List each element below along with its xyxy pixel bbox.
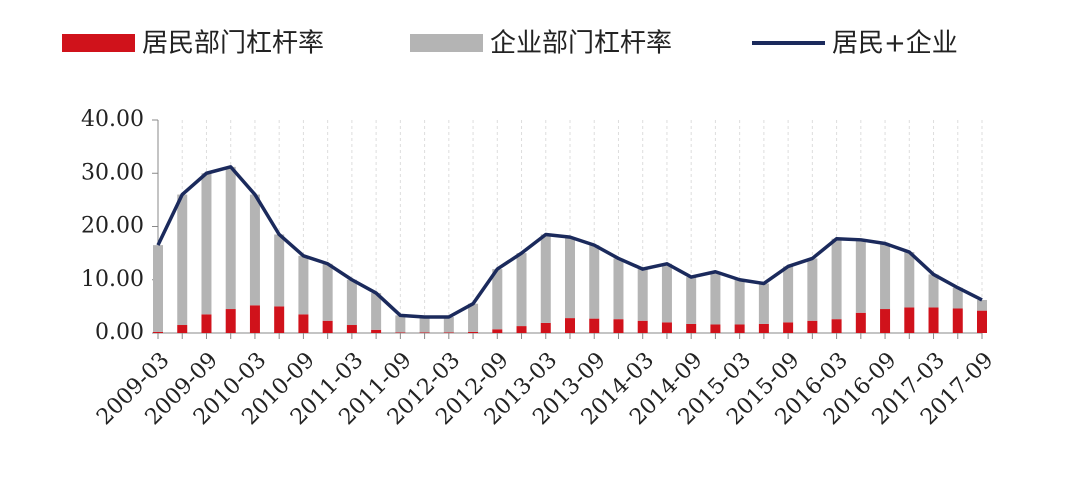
bar — [395, 332, 406, 333]
bar — [274, 306, 285, 333]
bar — [225, 166, 236, 310]
y-tick-label: 20.00 — [81, 214, 144, 239]
bar — [637, 269, 648, 321]
bar — [177, 325, 188, 333]
bar — [710, 271, 721, 325]
bar — [807, 320, 818, 333]
bar — [249, 194, 260, 306]
y-tick-label: 0.00 — [95, 320, 144, 345]
legend-label: 居民+企业 — [832, 29, 958, 59]
legend-label: 居民部门杠杆率 — [142, 29, 324, 59]
bar — [710, 324, 721, 333]
bar — [589, 318, 600, 333]
bar — [322, 320, 333, 333]
bar — [419, 332, 430, 333]
bar — [880, 243, 891, 310]
bar — [249, 305, 260, 333]
y-tick-label: 40.00 — [81, 107, 144, 132]
bar — [880, 309, 891, 333]
bar — [807, 258, 818, 321]
bar — [613, 319, 624, 333]
bar — [783, 322, 794, 333]
bar — [565, 237, 575, 319]
bar — [661, 263, 672, 323]
bar — [734, 279, 745, 325]
y-tick-label: 30.00 — [81, 160, 144, 185]
bar — [153, 245, 163, 332]
bar — [322, 263, 333, 321]
legend-swatch — [410, 34, 483, 52]
bar — [661, 322, 672, 333]
bar — [637, 320, 648, 333]
bar — [371, 293, 382, 330]
bar — [443, 332, 454, 333]
bar — [177, 194, 188, 326]
legend-swatch — [62, 34, 135, 52]
bar — [783, 266, 794, 323]
bar — [346, 325, 357, 333]
bar — [613, 258, 624, 320]
bar — [831, 319, 842, 333]
bar — [904, 252, 915, 308]
bar — [346, 279, 357, 326]
bar — [516, 326, 527, 333]
bar — [977, 310, 987, 333]
bar — [153, 331, 163, 333]
bar — [734, 324, 745, 333]
bar — [516, 253, 527, 327]
bar — [855, 312, 866, 333]
bar — [977, 299, 987, 311]
bar — [952, 287, 963, 309]
y-tick-label: 10.00 — [81, 267, 144, 292]
bar — [492, 269, 503, 330]
bar — [686, 323, 697, 333]
bar — [371, 329, 382, 333]
bar — [201, 173, 212, 315]
line — [156, 165, 983, 319]
bar — [298, 255, 309, 315]
bar — [468, 331, 479, 333]
bar — [565, 318, 575, 333]
bar — [928, 274, 939, 308]
legend-label: 企业部门杠杆率 — [490, 29, 672, 59]
bar — [443, 317, 454, 333]
bar — [298, 314, 309, 333]
bar — [831, 238, 842, 320]
bar — [201, 314, 212, 333]
bar — [904, 307, 915, 333]
bar — [540, 322, 551, 333]
bar — [274, 234, 285, 307]
bar — [686, 277, 697, 324]
bar — [928, 307, 939, 333]
bar — [952, 308, 963, 333]
bar — [468, 303, 479, 332]
bar — [225, 309, 236, 333]
bar — [395, 315, 406, 333]
bar — [540, 234, 551, 323]
bar — [855, 239, 866, 313]
bar — [589, 245, 600, 319]
bar — [492, 329, 503, 333]
bar — [758, 283, 769, 324]
bar — [758, 323, 769, 333]
bar — [419, 317, 430, 333]
